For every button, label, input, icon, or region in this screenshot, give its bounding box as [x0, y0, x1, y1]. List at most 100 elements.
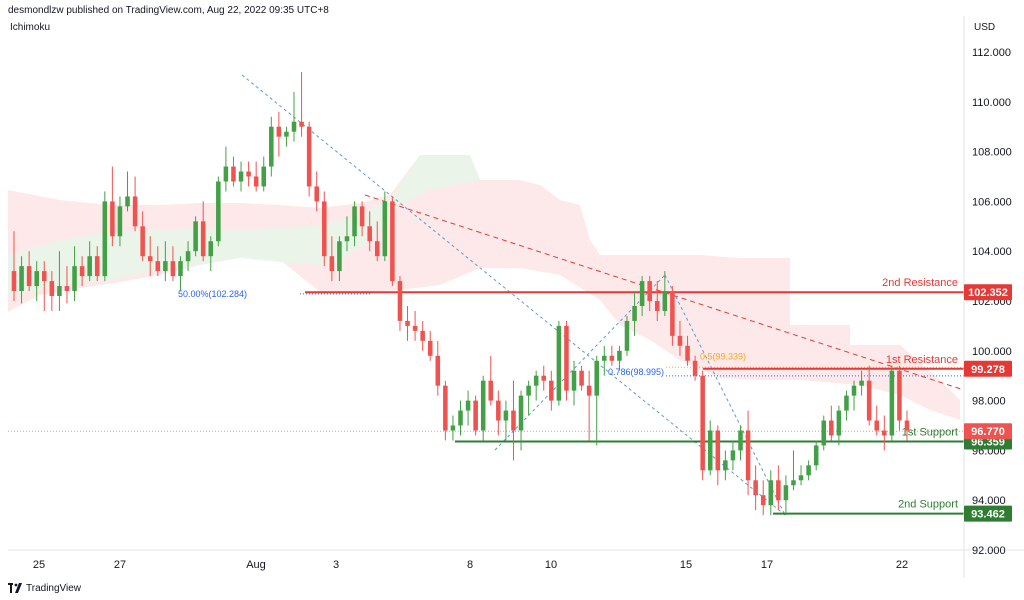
price-labels: 102.352 99.278 96.359 93.462 96.770: [964, 284, 1012, 522]
candle-body: [26, 266, 32, 287]
candle-body: [57, 286, 62, 297]
candle-body: [647, 281, 652, 301]
level-price-tag-2: 99.278: [971, 364, 1005, 376]
resistance-trendline: [364, 194, 965, 391]
candle-body: [276, 126, 282, 137]
candle-body: [11, 271, 17, 292]
candle-body: [155, 261, 161, 272]
ichimoku-cloud-red: [8, 155, 960, 420]
candle-body: [821, 420, 827, 446]
candle-body: [382, 201, 388, 257]
candle-body: [836, 410, 842, 436]
x-tick-label: 8: [467, 559, 473, 571]
candle-body: [49, 281, 55, 297]
axes: 112.000110.000108.000106.000104.000102.0…: [8, 16, 1024, 578]
candle-body: [882, 430, 887, 436]
level-price-tag-1-bg: [964, 284, 1012, 301]
candle-body: [624, 320, 630, 351]
candle-body: [163, 261, 168, 272]
candle-body: [783, 485, 789, 501]
x-tick-label: 3: [333, 559, 339, 571]
candle-body: [458, 410, 463, 426]
candle-body: [602, 355, 607, 361]
candle-body: [125, 196, 130, 207]
candle-body: [480, 380, 486, 431]
candle-body: [397, 281, 403, 321]
candle-body: [806, 465, 811, 476]
ichimoku-cloud: [8, 155, 960, 420]
candle-body: [768, 480, 774, 506]
candle-body: [632, 305, 637, 321]
candle-body: [216, 181, 221, 242]
candle-body: [571, 370, 577, 391]
candle-body: [420, 330, 425, 341]
candle-body: [299, 121, 304, 127]
level-name-1: 2nd Resistance: [882, 277, 958, 289]
candle-body: [19, 266, 24, 292]
candle-body: [170, 261, 176, 277]
candle-body: [344, 236, 350, 242]
footer: TradingView: [8, 581, 81, 595]
x-tick-label: Aug: [246, 559, 266, 571]
y-tick-label: 112.000: [972, 47, 1011, 59]
candle-body: [284, 131, 289, 137]
candle-body: [178, 261, 183, 277]
fib-trendline-3: [664, 274, 786, 516]
candle-body: [110, 201, 115, 237]
tradingview-logo-icon: [8, 583, 22, 593]
level-name-3: 1st Support: [902, 426, 958, 438]
candle-body: [866, 380, 872, 421]
y-tick-label: 110.000: [972, 97, 1011, 109]
candle-body: [798, 475, 804, 481]
candle-body: [223, 166, 229, 182]
candle-body: [337, 241, 342, 272]
candle-body: [692, 360, 698, 376]
candle-body: [147, 256, 153, 262]
candle-body: [791, 480, 796, 486]
candle-body: [579, 370, 584, 386]
candle-body: [617, 350, 622, 361]
candle-body: [359, 206, 365, 227]
candle-body: [715, 430, 721, 471]
level-name-2: 1st Resistance: [886, 354, 958, 366]
fib-label: 50.00%(102.284): [178, 289, 247, 299]
candle-body: [813, 445, 819, 466]
candle-body: [306, 126, 312, 187]
candle-body: [314, 186, 319, 202]
candle-body: [261, 166, 267, 187]
currency-label: USD: [974, 22, 996, 33]
y-tick-label: 100.000: [972, 346, 1012, 358]
candle-body: [745, 430, 751, 481]
candle-body: [556, 325, 562, 401]
y-tick-label: 104.000: [972, 246, 1012, 258]
candle-body: [473, 400, 478, 431]
candle-body: [723, 460, 728, 471]
candle-body: [238, 171, 244, 182]
candle-body: [443, 385, 448, 431]
y-tick-label: 98.000: [972, 396, 1006, 408]
candle-body: [427, 340, 433, 356]
candle-body: [662, 291, 668, 311]
candle-body: [639, 281, 645, 306]
candle-body: [776, 480, 781, 501]
candle-body: [707, 430, 713, 471]
candle-body: [322, 201, 327, 257]
candle-body: [435, 355, 441, 386]
candle-body: [291, 121, 297, 132]
y-tick-label: 108.000: [972, 147, 1012, 159]
fib-label: 0.786(98.995): [608, 367, 664, 377]
candle-body: [541, 375, 547, 381]
y-tick-label: 92.000: [972, 545, 1006, 557]
candle-body: [564, 325, 569, 391]
candle-body: [851, 385, 857, 396]
x-tick-label: 27: [114, 559, 126, 571]
last-price-tag: 96.770: [971, 426, 1005, 438]
candle-body: [102, 201, 108, 277]
candle-body: [231, 166, 236, 182]
candle-body: [549, 380, 554, 401]
candle-body: [374, 241, 380, 257]
candle-body: [859, 380, 864, 386]
candle-body: [42, 271, 47, 282]
candle-body: [405, 320, 410, 326]
